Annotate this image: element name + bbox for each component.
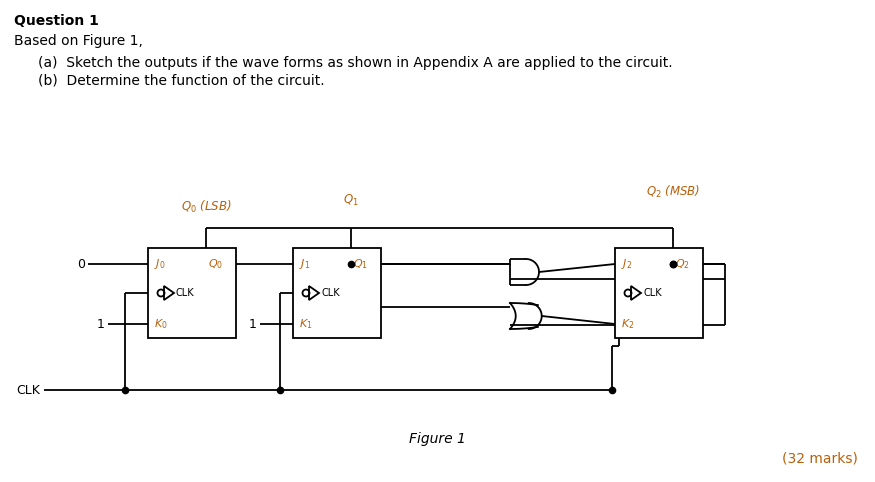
- Text: $Q_0$: $Q_0$: [208, 257, 223, 271]
- Text: $J_1$: $J_1$: [299, 257, 311, 271]
- Text: $Q_1$: $Q_1$: [343, 193, 359, 208]
- Text: $J_2$: $J_2$: [621, 257, 633, 271]
- Text: Figure 1: Figure 1: [409, 432, 466, 446]
- Text: $Q_0$ (LSB): $Q_0$ (LSB): [181, 199, 231, 215]
- Text: 0: 0: [77, 257, 85, 270]
- Text: $Q_2$: $Q_2$: [675, 257, 690, 271]
- Text: CLK: CLK: [321, 288, 340, 298]
- Text: $Q_2$ (MSB): $Q_2$ (MSB): [646, 184, 700, 200]
- Polygon shape: [309, 286, 319, 300]
- Text: CLK: CLK: [16, 384, 40, 397]
- Text: Based on Figure 1,: Based on Figure 1,: [14, 34, 143, 48]
- Text: $J_0$: $J_0$: [154, 257, 165, 271]
- Text: CLK: CLK: [176, 288, 194, 298]
- Bar: [148, 248, 236, 338]
- Text: $K_1$: $K_1$: [299, 317, 312, 331]
- Polygon shape: [164, 286, 174, 300]
- Text: (32 marks): (32 marks): [782, 452, 858, 466]
- Text: $K_2$: $K_2$: [621, 317, 634, 331]
- Text: (b)  Determine the function of the circuit.: (b) Determine the function of the circui…: [38, 74, 325, 88]
- Text: $Q_1$: $Q_1$: [353, 257, 368, 271]
- Bar: [615, 248, 703, 338]
- Text: (a)  Sketch the outputs if the wave forms as shown in Appendix A are applied to : (a) Sketch the outputs if the wave forms…: [38, 56, 673, 70]
- Text: $K_0$: $K_0$: [154, 317, 168, 331]
- Text: 1: 1: [249, 318, 257, 331]
- Text: Question 1: Question 1: [14, 14, 99, 28]
- Bar: [293, 248, 381, 338]
- Text: CLK: CLK: [643, 288, 662, 298]
- Text: 1: 1: [97, 318, 105, 331]
- Polygon shape: [631, 286, 641, 300]
